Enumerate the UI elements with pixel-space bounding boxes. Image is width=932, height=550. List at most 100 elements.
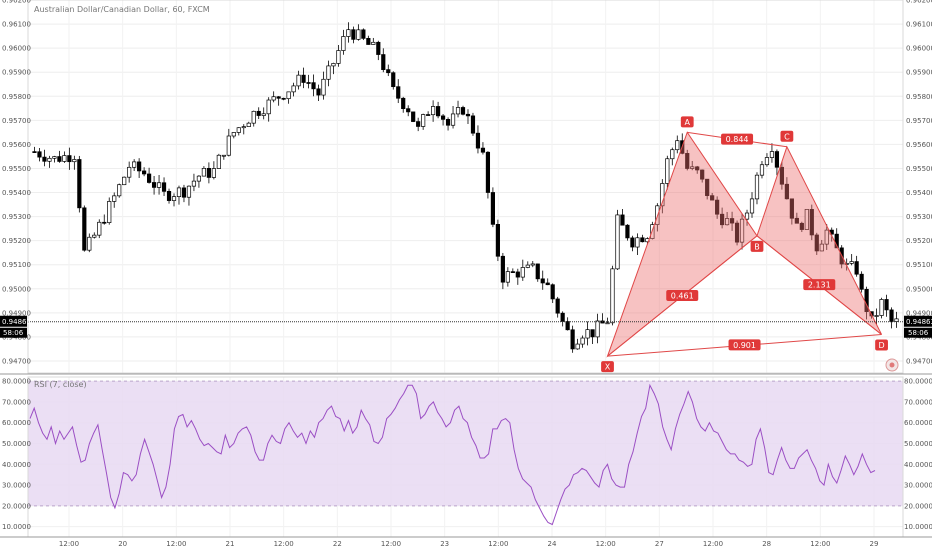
candle-body	[440, 115, 446, 120]
candle-body	[301, 74, 306, 83]
point-label-d: D	[878, 341, 884, 350]
candle-body	[137, 161, 142, 172]
candle-body	[181, 187, 187, 198]
last-price-tag: 0.94863 58:06 0.94863 58:06	[0, 315, 932, 338]
rsi-tick-left: 10.0000	[2, 523, 31, 531]
candle-body	[151, 182, 157, 188]
candle-body	[734, 222, 740, 243]
candle-body	[156, 182, 162, 188]
candle-body	[625, 224, 630, 239]
last-price-left: 0.94863	[2, 318, 31, 326]
rsi-tick-right: 30.0000	[904, 482, 932, 490]
price-tick-left: 0.95700	[2, 117, 31, 125]
price-tick-left: 0.94700	[2, 357, 31, 365]
candle-body	[281, 97, 286, 100]
candle-body	[122, 176, 127, 186]
candle-body	[445, 119, 451, 126]
rsi-line-series	[29, 383, 876, 526]
rsi-tick-right: 40.0000	[904, 461, 932, 469]
price-tick-left: 0.95400	[2, 189, 31, 197]
candle-body	[804, 209, 809, 230]
rsi-tick-left: 60.0000	[2, 419, 31, 427]
candle-body	[520, 267, 525, 278]
candle-body	[754, 174, 760, 200]
candle-body	[62, 155, 67, 162]
candle-body	[142, 170, 147, 175]
price-tick-left: 0.96000	[2, 45, 31, 53]
ratio-label-ac-bg	[721, 133, 754, 145]
candle-body	[321, 78, 326, 96]
rsi-tick-left: 30.0000	[2, 482, 31, 490]
candle-body	[784, 183, 789, 200]
rsi-tick-left: 80.0000	[2, 378, 31, 386]
candle-body	[515, 271, 520, 278]
candle-body	[759, 164, 765, 176]
candle-body	[47, 157, 52, 162]
countdown-right-bg	[904, 327, 932, 338]
rsi-band	[28, 381, 903, 506]
candle-body	[460, 107, 466, 115]
last-price-right-bg	[904, 315, 932, 327]
candle-body	[495, 224, 500, 257]
price-tick-right: 0.95500	[906, 165, 932, 173]
last-price-right: 0.94863	[906, 318, 932, 326]
candle-body	[341, 36, 346, 51]
countdown-left-bg	[0, 327, 27, 338]
candle-body	[256, 110, 261, 116]
price-tick-left: 0.95300	[2, 213, 31, 221]
candle-body	[670, 149, 675, 160]
candle-body	[610, 268, 615, 324]
candle-body	[695, 166, 700, 171]
time-tick: 21	[226, 540, 235, 548]
candle-body	[371, 41, 376, 45]
candle-body	[286, 91, 291, 100]
candle-body	[744, 212, 750, 220]
candle-body	[475, 132, 481, 149]
candle-body	[779, 166, 784, 185]
ratio-label-xb-bg	[666, 289, 699, 301]
candle-body	[52, 156, 57, 159]
candle-body	[176, 187, 182, 197]
point-label-b-bg	[750, 240, 764, 252]
candle-body	[97, 221, 102, 236]
rsi-tick-right: 60.0000	[904, 419, 932, 427]
candle-body	[500, 255, 505, 283]
candle-body	[107, 201, 112, 224]
candle-body	[799, 222, 804, 230]
candle-body	[814, 234, 819, 252]
price-tick-right: 0.95900	[906, 69, 932, 77]
candle-body	[351, 29, 356, 40]
candle-body	[361, 29, 366, 39]
price-tick-right: 0.95800	[906, 93, 932, 101]
chart-settings-button[interactable]	[885, 358, 899, 372]
candle-body	[580, 337, 585, 345]
axes	[0, 0, 932, 538]
candle-body	[710, 195, 715, 201]
candle-body	[226, 135, 231, 156]
candle-body	[42, 156, 47, 162]
candle-body	[725, 218, 730, 226]
ratio-label-xd-bg	[728, 339, 761, 351]
candle-body	[465, 113, 471, 117]
candle-body	[470, 115, 476, 134]
candle-body	[401, 97, 406, 110]
rsi-tick-right: 80.0000	[904, 378, 932, 386]
chart-title: Australian Dollar/Canadian Dollar, 60, F…	[34, 5, 210, 14]
price-tick-right: 0.95400	[906, 189, 932, 197]
candle-body	[186, 185, 192, 198]
candle-body	[535, 263, 540, 280]
rsi-title: RSI (7, close)	[34, 380, 87, 389]
candle-body	[854, 261, 859, 275]
candle-body	[809, 209, 814, 236]
last-price-left-bg	[0, 315, 27, 327]
candle-body	[346, 29, 351, 37]
harmonic-pattern: 0.461 0.844 2.131 0.901 X A B C D	[601, 116, 888, 373]
price-tick-right: 0.95200	[906, 237, 932, 245]
time-tick: 12:00	[381, 540, 401, 548]
candle-body	[291, 85, 296, 93]
candle-body	[117, 184, 122, 197]
candle-body	[82, 207, 87, 251]
candle-body	[396, 86, 401, 99]
time-tick: 29	[870, 540, 879, 548]
candle-body	[764, 157, 770, 166]
